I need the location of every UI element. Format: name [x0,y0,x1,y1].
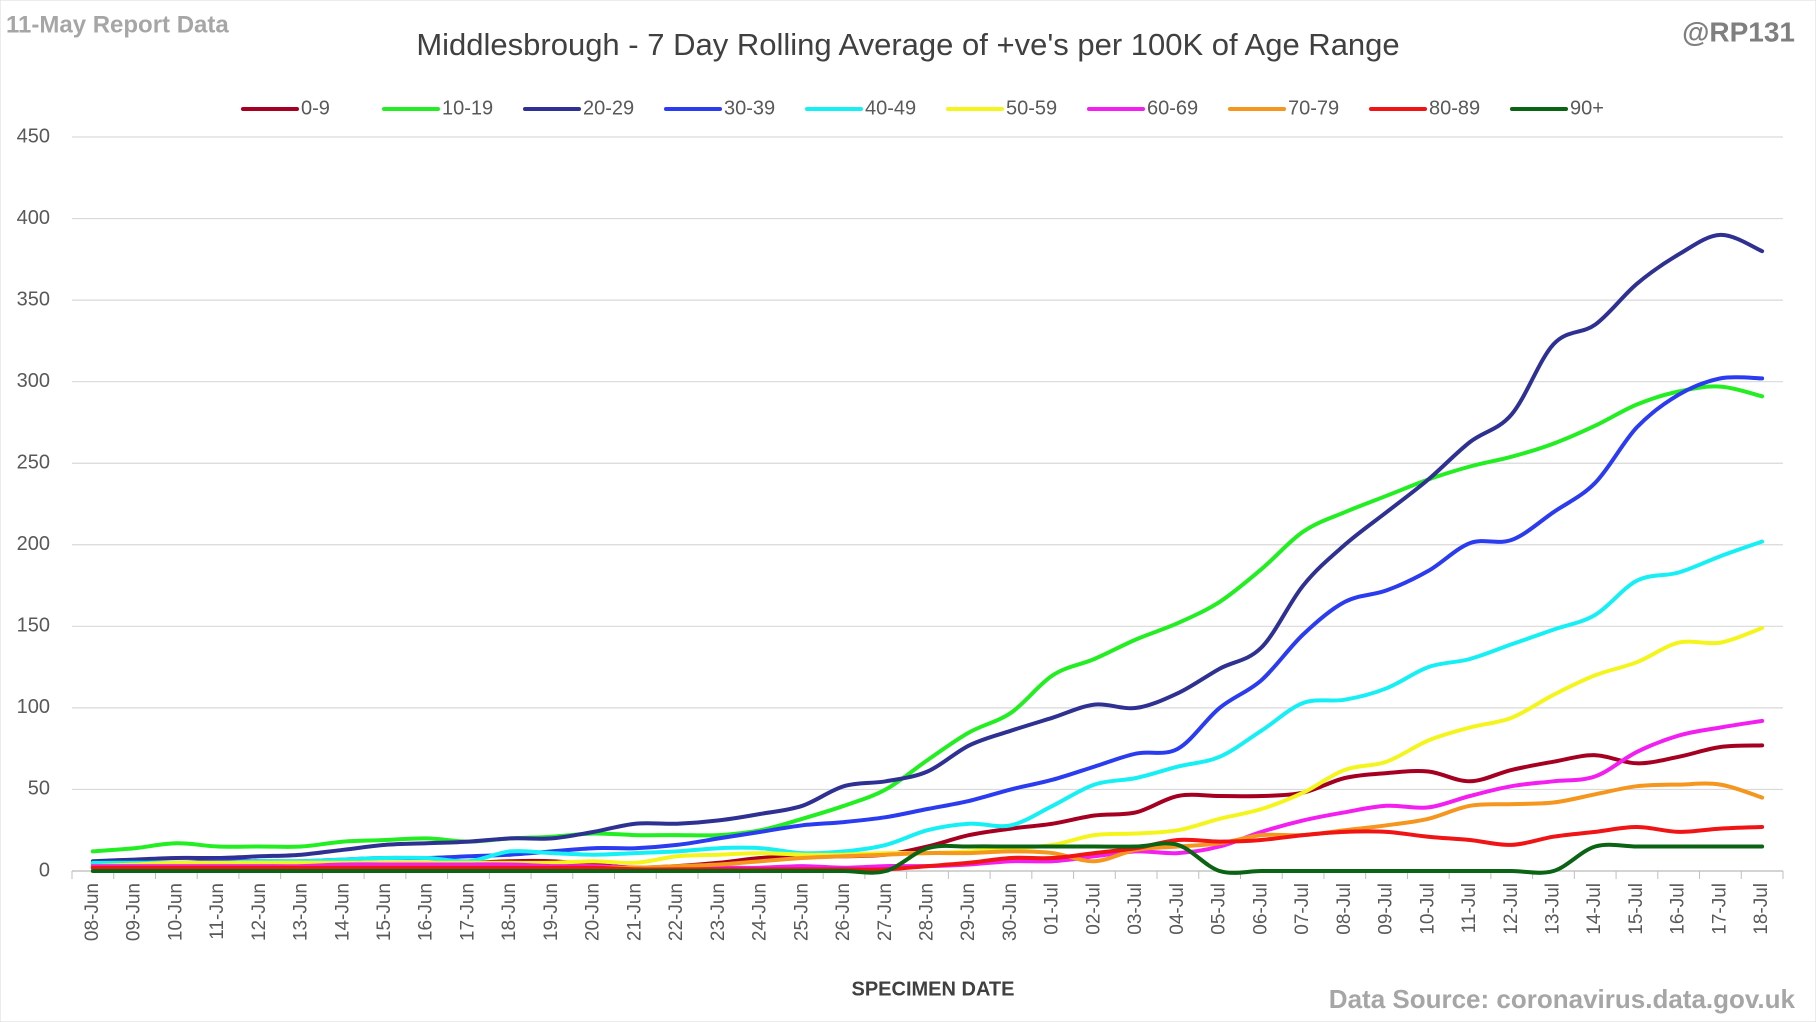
x-tick-label: 07-Jul [1292,883,1313,935]
legend-label: 10-19 [442,97,493,119]
y-tick-label: 400 [17,207,50,229]
x-tick-label: 21-Jun [624,883,645,941]
x-tick-label: 11-Jul [1459,883,1480,933]
x-tick-label: 20-Jun [583,883,604,941]
legend-label: 60-69 [1147,97,1198,119]
x-tick-label: 06-Jul [1250,883,1271,935]
source: Data Source: coronavirus.data.gov.uk [1329,984,1796,1014]
x-tick-label: 18-Jul [1751,883,1772,935]
y-tick-label: 450 [17,125,50,147]
y-tick-label: 0 [39,859,50,881]
x-tick-label: 02-Jul [1083,883,1104,935]
x-tick-label: 12-Jul [1501,883,1522,935]
x-tick-label: 14-Jul [1584,883,1605,935]
x-tick-label: 05-Jul [1209,883,1230,935]
series-line [90,232,1765,864]
x-tick-label: 04-Jul [1167,883,1188,935]
legend-label: 50-59 [1006,97,1057,119]
x-tick-label: 16-Jul [1668,883,1689,935]
y-tick-label: 50 [28,778,50,800]
x-tick-label: 15-Jun [374,883,395,941]
series-line [90,825,1765,872]
legend-label: 80-89 [1429,97,1480,119]
x-tick-label: 13-Jun [291,883,312,941]
x-tick-label: 13-Jul [1542,883,1563,935]
x-tick-label: 12-Jun [249,883,270,941]
y-tick-label: 150 [17,615,50,637]
x-tick-label: 03-Jul [1125,883,1146,935]
series-line [90,384,1765,854]
x-tick-label: 09-Jul [1376,883,1397,935]
x-tick-label: 08-Jul [1334,883,1355,935]
x-tick-label: 28-Jun [917,883,938,941]
legend-label: 40-49 [865,97,916,119]
x-tick-label: 15-Jul [1626,883,1647,935]
report-label: 11-May Report Data [6,11,229,38]
y-tick-label: 350 [17,288,50,310]
x-tick-label: 10-Jun [165,883,186,941]
x-tick-label: 08-Jun [82,883,103,941]
x-tick-label: 19-Jun [541,883,562,941]
y-tick-label: 100 [17,696,50,718]
legend-label: 20-29 [583,97,634,119]
legend-label: 70-79 [1288,97,1339,119]
y-tick-label: 200 [17,533,50,555]
x-tick-label: 25-Jun [791,883,812,941]
series-line [90,841,1765,875]
x-tick-label: 11-Jun [207,883,228,940]
series-line [90,539,1765,865]
x-tick-label: 23-Jun [708,883,729,941]
x-tick-label: 01-Jul [1042,883,1063,935]
x-tick-label: 17-Jul [1709,883,1730,935]
x-tick-label: 14-Jun [332,883,353,941]
x-tick-label: 10-Jul [1417,883,1438,935]
x-tick-label: 09-Jun [124,883,145,941]
x-tick-label: 26-Jun [833,883,854,941]
x-tick-label: 29-Jun [958,883,979,941]
chart-title: Middlesbrough - 7 Day Rolling Average of… [416,27,1399,62]
x-tick-label: 18-Jun [499,883,520,941]
x-tick-label: 24-Jun [750,883,771,941]
x-tick-label: 27-Jun [875,883,896,941]
legend-label: 90+ [1570,97,1604,119]
handle: @RP131 [1682,16,1795,47]
legend-label: 0-9 [301,97,330,119]
x-tick-label: 17-Jun [457,883,478,941]
y-tick-label: 300 [17,370,50,392]
x-tick-label: 16-Jun [416,883,437,941]
legend-label: 30-39 [724,97,775,119]
x-tick-label: 30-Jun [1000,883,1021,941]
y-tick-label: 250 [17,452,50,474]
x-axis-title: SPECIMEN DATE [852,978,1015,1000]
x-tick-label: 22-Jun [666,883,687,941]
